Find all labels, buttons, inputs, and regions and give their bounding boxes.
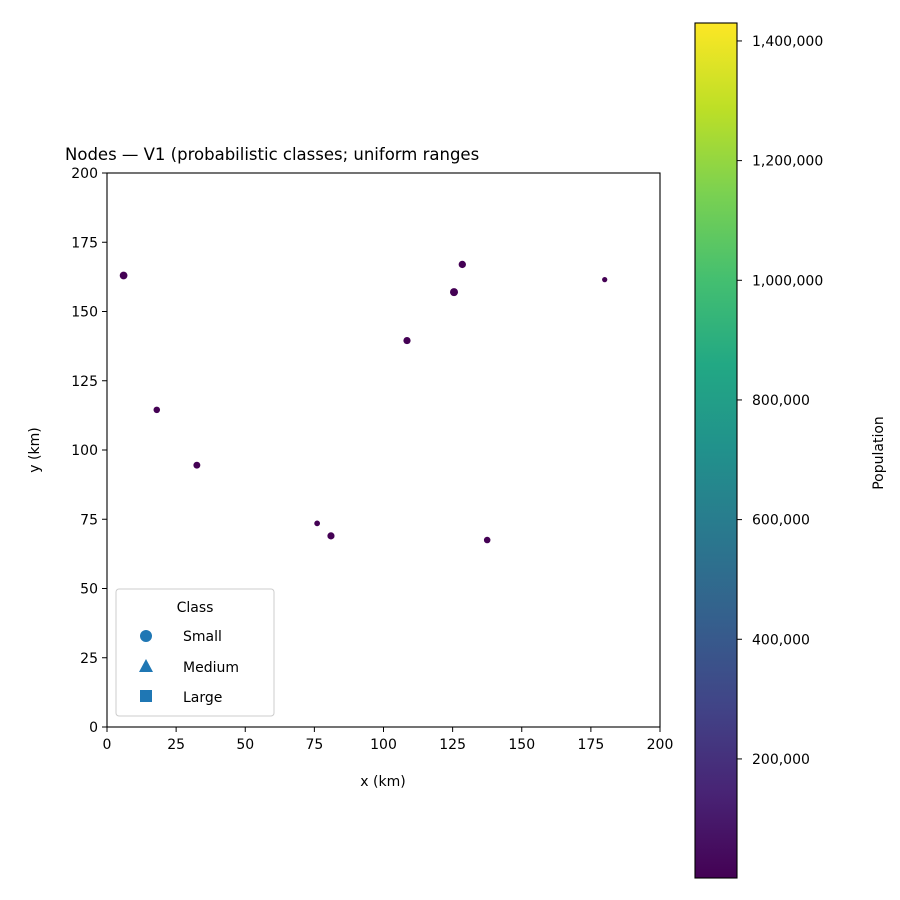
y-tick-label: 0 (89, 720, 98, 736)
colorbar-tick-label: 600,000 (752, 513, 810, 529)
y-tick-label: 125 (71, 374, 98, 390)
x-tick-label: 150 (508, 737, 535, 753)
x-tick-label: 25 (167, 737, 185, 753)
x-tick-label: 0 (103, 737, 112, 753)
legend: Class Small Medium Large (115, 588, 275, 717)
x-tick-label: 200 (647, 737, 674, 753)
legend-title: Class (177, 600, 214, 616)
y-tick-label: 150 (71, 305, 98, 321)
scatter-point-5 (327, 532, 335, 540)
x-axis-label: x (km) (360, 774, 405, 790)
y-tick-label: 100 (71, 443, 98, 459)
colorbar-label: Population (871, 416, 887, 490)
legend-entry-large: Large (140, 690, 222, 706)
scatter-point-3 (193, 461, 201, 469)
scatter-point-7 (450, 288, 459, 297)
y-tick-label: 75 (80, 512, 98, 528)
legend-triangle-marker (139, 659, 153, 672)
y-axis-ticks: 0 25 50 75 100 125 150 175 200 (71, 166, 107, 736)
scatter-point-1 (119, 271, 128, 280)
data-points (119, 260, 608, 544)
legend-label-medium: Medium (183, 660, 239, 676)
y-tick-label: 25 (80, 651, 98, 667)
legend-label-large: Large (183, 690, 222, 706)
legend-entry-small: Small (140, 629, 222, 645)
colorbar-ticks: 200,000 400,000 600,000 800,000 1,000,000 1,2… (737, 34, 823, 768)
x-tick-label: 125 (439, 737, 466, 753)
y-tick-label: 50 (80, 582, 98, 598)
y-tick-label: 200 (71, 166, 98, 182)
legend-box (115, 588, 275, 717)
colorbar-tick-label: 400,000 (752, 632, 810, 648)
colorbar-tick-label: 1,000,000 (752, 273, 823, 289)
x-tick-label: 175 (578, 737, 605, 753)
legend-entry-medium: Medium (139, 659, 239, 676)
y-tick-label: 175 (71, 235, 98, 251)
chart-title: Nodes — V1 (probabilistic classes; unifo… (65, 145, 479, 164)
x-tick-label: 100 (370, 737, 397, 753)
colorbar-tick-label: 800,000 (752, 393, 810, 409)
y-axis-label: y (km) (27, 427, 43, 472)
legend-square-marker (140, 690, 152, 702)
scatter-point-10 (602, 277, 608, 283)
x-axis-ticks: 0 25 50 75 100 125 150 175 200 (103, 727, 674, 753)
scatter-point-9 (483, 536, 491, 544)
legend-circle-marker (140, 630, 152, 642)
x-tick-label: 50 (236, 737, 254, 753)
colorbar-tick-label: 1,400,000 (752, 34, 823, 50)
colorbar-tick-label: 200,000 (752, 752, 810, 768)
legend-label-small: Small (183, 629, 222, 645)
scatter-point-6 (403, 336, 411, 345)
colorbar (694, 22, 738, 879)
scatter-point-8 (458, 260, 466, 269)
scatter-point-4 (314, 520, 321, 527)
colorbar-tick-label: 1,200,000 (752, 154, 823, 170)
x-tick-label: 75 (305, 737, 323, 753)
scatter-point-2 (153, 406, 161, 414)
